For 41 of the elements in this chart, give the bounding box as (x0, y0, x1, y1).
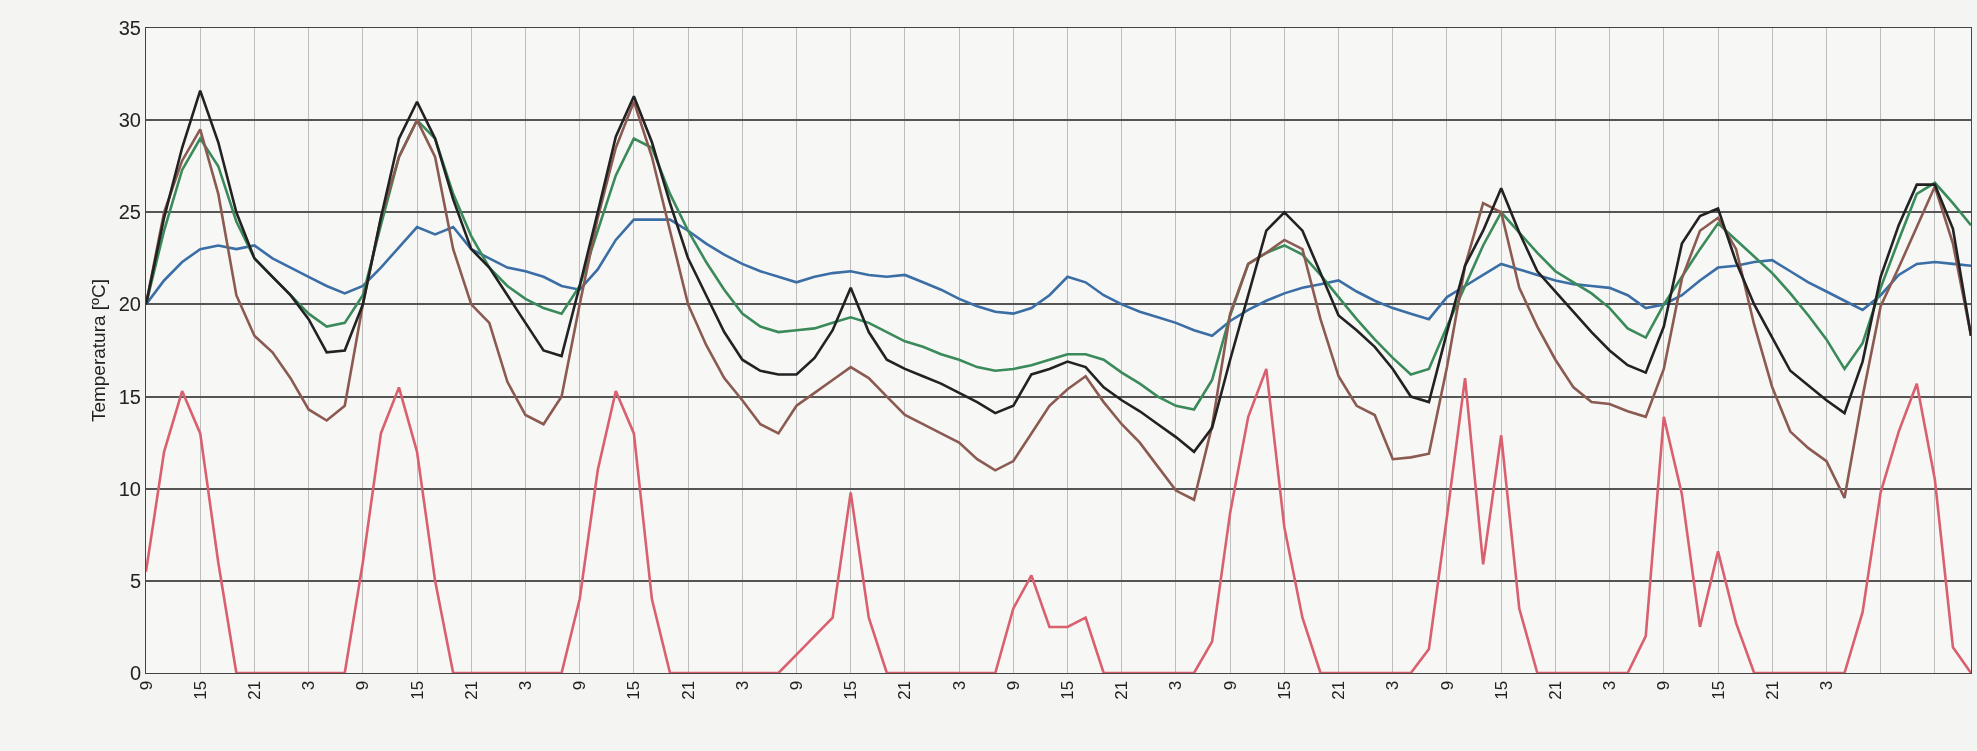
x-tick-label: 21 (1545, 680, 1565, 700)
x-tick-label: 3 (1166, 680, 1186, 691)
x-tick-label: 9 (1437, 680, 1457, 691)
x-tick-label: 15 (1274, 680, 1294, 700)
x-tick-label: 9 (787, 680, 807, 691)
x-tick-label: 15 (841, 680, 861, 700)
x-tick-label: 21 (895, 680, 915, 700)
x-tick-label: 3 (1816, 680, 1836, 691)
y-tick-label: 30 (118, 109, 141, 132)
line-series (146, 218, 1971, 338)
x-tick-label: 15 (1708, 680, 1728, 700)
x-tick-label: 15 (190, 680, 210, 700)
x-tick-label: 21 (1762, 680, 1782, 700)
y-tick-label: 15 (118, 385, 141, 408)
x-tick-label: 9 (1003, 680, 1023, 691)
x-tick-label: 21 (678, 680, 698, 700)
y-tick-label: 5 (129, 569, 141, 592)
x-tick-label: 15 (624, 680, 644, 700)
x-tick-label: 9 (1220, 680, 1240, 691)
x-tick-label: 9 (570, 680, 590, 691)
x-tick-label: 21 (1112, 680, 1132, 700)
x-tick-label: 3 (732, 680, 752, 691)
x-tick-label: 3 (515, 680, 535, 691)
x-tick-label: 3 (299, 680, 319, 691)
x-tick-label: 3 (949, 680, 969, 691)
x-tick-label: 3 (1383, 680, 1403, 691)
y-tick-label: 20 (118, 293, 141, 316)
x-tick-label: 21 (1329, 680, 1349, 700)
x-tick-label: 3 (1600, 680, 1620, 691)
x-tick-label: 21 (244, 680, 264, 700)
x-tick-label: 9 (1654, 680, 1674, 691)
y-axis-title: Temperatura [ºC] (87, 278, 109, 423)
x-tick-label: 15 (1058, 680, 1078, 700)
x-tick-label: 15 (1491, 680, 1511, 700)
line-series (146, 367, 1971, 673)
x-tick-label: 9 (353, 680, 373, 691)
x-tick-label: 15 (407, 680, 427, 700)
y-tick-label: 10 (118, 477, 141, 500)
x-tick-label: 21 (461, 680, 481, 700)
y-tick-label: 25 (118, 201, 141, 224)
y-tick-label: 35 (118, 17, 141, 39)
